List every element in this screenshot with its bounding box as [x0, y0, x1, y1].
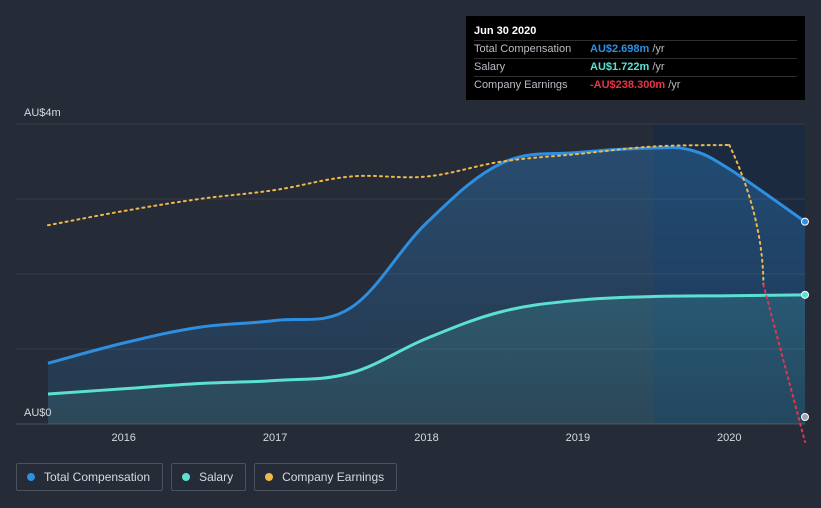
salary-area [48, 294, 805, 424]
salary-end-marker [801, 290, 809, 299]
tooltip-row-salary: Salary AU$1.722m /yr [474, 58, 797, 76]
tooltip-value: AU$2.698m [590, 43, 650, 55]
legend-dot-icon [265, 473, 274, 481]
tooltip-unit: /yr [652, 61, 665, 73]
tooltip-panel: Jun 30 2020 Total Compensation AU$2.698m… [466, 16, 805, 100]
x-tick-label: 2020 [717, 432, 741, 444]
company-earnings-line [47, 144, 731, 227]
company-earnings-drop-line [728, 144, 765, 286]
tooltip-label: Total Compensation [474, 43, 572, 55]
tooltip-unit: /yr [652, 43, 665, 55]
legend-item-total-compensation[interactable]: Total Compensation [16, 463, 164, 491]
legend-dot-icon [182, 473, 191, 481]
total-compensation-line [47, 146, 806, 365]
tooltip-label: Company Earnings [474, 79, 568, 91]
tooltip-value: AU$1.722m [590, 61, 650, 73]
tooltip-value: -AU$238.300m [590, 79, 666, 91]
chart-legend: Total Compensation Salary Company Earnin… [16, 463, 398, 491]
x-tick-label: 2017 [263, 432, 287, 444]
total-compensation-end-marker [801, 217, 809, 226]
y-tick-label: AU$0 [24, 407, 52, 419]
legend-dot-icon [27, 473, 35, 481]
salary-line [47, 293, 806, 396]
tooltip-row-company-earnings: Company Earnings -AU$238.300m /yr [474, 76, 797, 94]
tooltip-row-total-compensation: Total Compensation AU$2.698m /yr [474, 40, 797, 58]
company-earnings-end-marker [801, 413, 809, 421]
tooltip-unit: /yr [668, 79, 681, 91]
tooltip-date: Jun 30 2020 [474, 25, 537, 37]
legend-label: Total Compensation [44, 470, 151, 484]
x-tick-label: 2019 [566, 432, 590, 444]
x-tick-label: 2016 [111, 432, 135, 444]
y-tick-label: AU$4m [24, 107, 61, 119]
legend-item-salary[interactable]: Salary [171, 463, 247, 491]
x-tick-label: 2018 [414, 432, 438, 444]
legend-label: Company Earnings [282, 470, 385, 484]
tooltip-label: Salary [474, 61, 506, 73]
legend-label: Salary [199, 470, 234, 484]
legend-item-company-earnings[interactable]: Company Earnings [254, 463, 398, 491]
